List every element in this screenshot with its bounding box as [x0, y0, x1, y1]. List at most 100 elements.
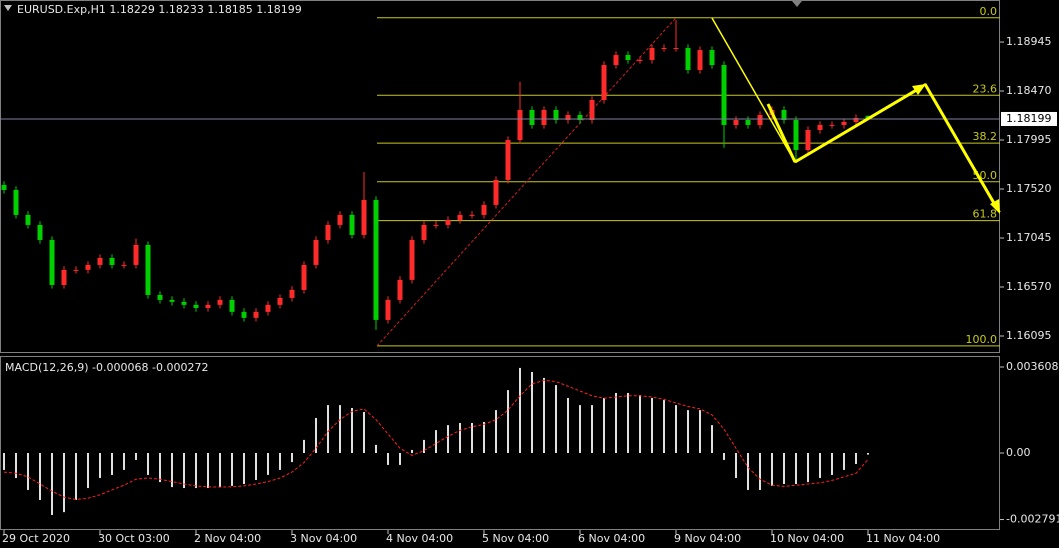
- candle-body: [781, 110, 787, 121]
- y-tick-label: -0.002791: [1006, 513, 1059, 526]
- macd-panel-frame: [0, 356, 1000, 530]
- candle-body: [289, 289, 295, 298]
- candle-body: [649, 48, 655, 60]
- x-tick-label: 29 Oct 2020: [2, 532, 70, 545]
- candle-body: [673, 48, 679, 50]
- x-tick-label: 4 Nov 04:00: [386, 532, 453, 545]
- candle-body: [709, 50, 715, 66]
- candle-body: [133, 244, 139, 265]
- candle-body: [373, 199, 379, 320]
- y-tick-label: 0.00: [1006, 446, 1031, 459]
- candle-body: [229, 299, 235, 312]
- candle-body: [181, 301, 187, 305]
- candle-body: [49, 239, 55, 285]
- candle-body: [733, 120, 739, 125]
- candle-body: [337, 214, 343, 225]
- candle-body: [409, 239, 415, 280]
- fib-label: 38.2: [973, 130, 998, 143]
- candle-body: [169, 299, 175, 302]
- candle-body: [817, 124, 823, 131]
- candle-body: [721, 65, 727, 125]
- candle-body: [841, 121, 847, 125]
- candle-body: [565, 114, 571, 121]
- candle-body: [661, 48, 667, 50]
- candle-body: [241, 311, 247, 318]
- arrow-up: [794, 86, 921, 164]
- candle-body: [493, 179, 499, 205]
- candle-body: [505, 140, 511, 180]
- candle-body: [829, 124, 835, 126]
- fib-label: 0.0: [980, 5, 998, 18]
- candle-body: [85, 264, 91, 270]
- candle-body: [145, 244, 151, 295]
- y-tick-label: 1.18470: [1006, 84, 1052, 97]
- x-tick-label: 5 Nov 04:00: [482, 532, 549, 545]
- price-panel-frame: [0, 0, 1000, 353]
- candle-body: [277, 297, 283, 305]
- candle-body: [109, 257, 115, 265]
- candle-body: [697, 50, 703, 70]
- forecast-arrows: [711, 17, 1001, 214]
- candle-body: [589, 99, 595, 121]
- arrow-down: [766, 103, 797, 163]
- candle-body: [433, 224, 439, 226]
- candle-body: [541, 110, 547, 125]
- candle-body: [517, 110, 523, 141]
- candle-body: [553, 110, 559, 121]
- y-tick-label: 1.18945: [1006, 35, 1052, 48]
- x-tick-label: 9 Nov 04:00: [674, 532, 741, 545]
- candle-body: [253, 311, 259, 318]
- x-tick-label: 30 Oct 03:00: [98, 532, 170, 545]
- candle-body: [757, 114, 763, 125]
- candle-body: [625, 55, 631, 60]
- candle-body: [265, 304, 271, 312]
- x-tick-label: 3 Nov 04:00: [290, 532, 357, 545]
- candle-body: [469, 214, 475, 216]
- candle-body: [445, 219, 451, 225]
- candle-body: [613, 55, 619, 66]
- price-title: EURUSD.Exp,H1 1.18229 1.18233 1.18185 1.…: [17, 3, 302, 16]
- candle-body: [361, 199, 367, 235]
- candle-body: [601, 65, 607, 100]
- shift-marker: [792, 1, 802, 7]
- y-tick-label: 1.16570: [1006, 280, 1052, 293]
- arrow-down: [923, 83, 997, 206]
- candle-body: [205, 304, 211, 308]
- candle-body: [745, 120, 751, 125]
- candle-body: [61, 269, 67, 285]
- y-tick-label: 0.003608: [1006, 360, 1059, 373]
- fib-trend: [376, 17, 677, 347]
- y-tick-label: 1.16095: [1006, 329, 1052, 342]
- candle-body: [13, 189, 19, 215]
- candle-body: [529, 110, 535, 125]
- candle-body: [805, 130, 811, 151]
- current-price-label: 1.18199: [1006, 112, 1052, 125]
- candle-body: [793, 120, 799, 151]
- candle-body: [73, 269, 79, 271]
- x-tick-label: 6 Nov 04:00: [578, 532, 645, 545]
- candle-body: [313, 239, 319, 265]
- candle-body: [577, 114, 583, 121]
- candle-body: [385, 299, 391, 320]
- current-price-box: [1001, 111, 1057, 126]
- symbol-icon: [4, 5, 12, 11]
- y-tick-label: 1.17995: [1006, 133, 1052, 146]
- y-tick-label: 1.17520: [1006, 182, 1052, 195]
- candle-body: [217, 299, 223, 305]
- candle-body: [25, 214, 31, 225]
- candle-body: [121, 264, 127, 266]
- candle-body: [853, 117, 859, 122]
- x-tick-label: 11 Nov 04:00: [866, 532, 940, 545]
- candle-body: [397, 279, 403, 300]
- candle-body: [97, 257, 103, 265]
- x-tick-label: 10 Nov 04:00: [770, 532, 844, 545]
- candle-body: [1, 184, 7, 190]
- fib-label: 61.8: [973, 208, 998, 221]
- candle-body: [157, 294, 163, 300]
- fib-label: 100.0: [966, 333, 998, 346]
- macd-title: MACD(12,26,9) -0.000068 -0.000272: [5, 361, 208, 374]
- arrow-head: [912, 84, 926, 95]
- y-tick-label: 1.17045: [1006, 231, 1052, 244]
- fib-label: 23.6: [973, 82, 998, 95]
